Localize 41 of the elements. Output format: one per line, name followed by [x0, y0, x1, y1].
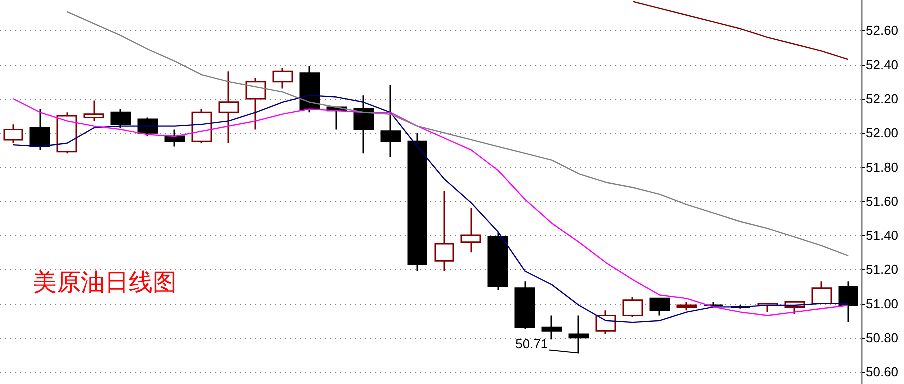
y-tick-label: 52.20 [866, 91, 899, 106]
y-tick-label: 50.80 [866, 330, 899, 346]
y-tick-label: 51.60 [866, 194, 899, 209]
candlestick [4, 124, 24, 144]
candlestick [434, 190, 454, 272]
candlestick [704, 301, 724, 308]
candlestick [300, 66, 320, 114]
candlestick [84, 100, 104, 122]
candlestick [542, 314, 562, 340]
candlestick [676, 301, 698, 312]
y-tick-label: 51.40 [866, 228, 899, 244]
text: 美原油日线图 [33, 270, 177, 296]
candlestick [622, 296, 644, 318]
candlestick [272, 68, 294, 90]
line-series [632, 1, 850, 60]
y-tick-label: 52.00 [866, 126, 899, 141]
y-tick-label: 51.80 [866, 160, 899, 175]
candlestick [218, 70, 240, 144]
candlestick [30, 108, 50, 151]
y-tick-label: 50.60 [866, 364, 899, 380]
y-tick-label: 52.60 [866, 23, 899, 38]
candlestick [514, 280, 536, 330]
candlestick [596, 310, 616, 336]
y-tick-label: 52.40 [866, 57, 899, 72]
y-tick-label: 51.00 [866, 296, 899, 312]
y-tick-label: 51.20 [866, 262, 899, 278]
candlestick [192, 108, 212, 144]
annotation: 50.71 [516, 336, 548, 352]
candlestick [650, 298, 670, 316]
candlestick [138, 117, 158, 138]
candlestick [380, 84, 402, 158]
candlestick [354, 94, 374, 154]
candlestick [56, 112, 78, 154]
candlestick [488, 231, 508, 291]
candlestick [812, 280, 832, 305]
candlestick [110, 108, 132, 129]
candlestick [838, 280, 858, 324]
candlestick [246, 78, 266, 130]
candlestick [408, 132, 428, 272]
candlestick [460, 207, 482, 254]
candlestick [164, 128, 186, 148]
